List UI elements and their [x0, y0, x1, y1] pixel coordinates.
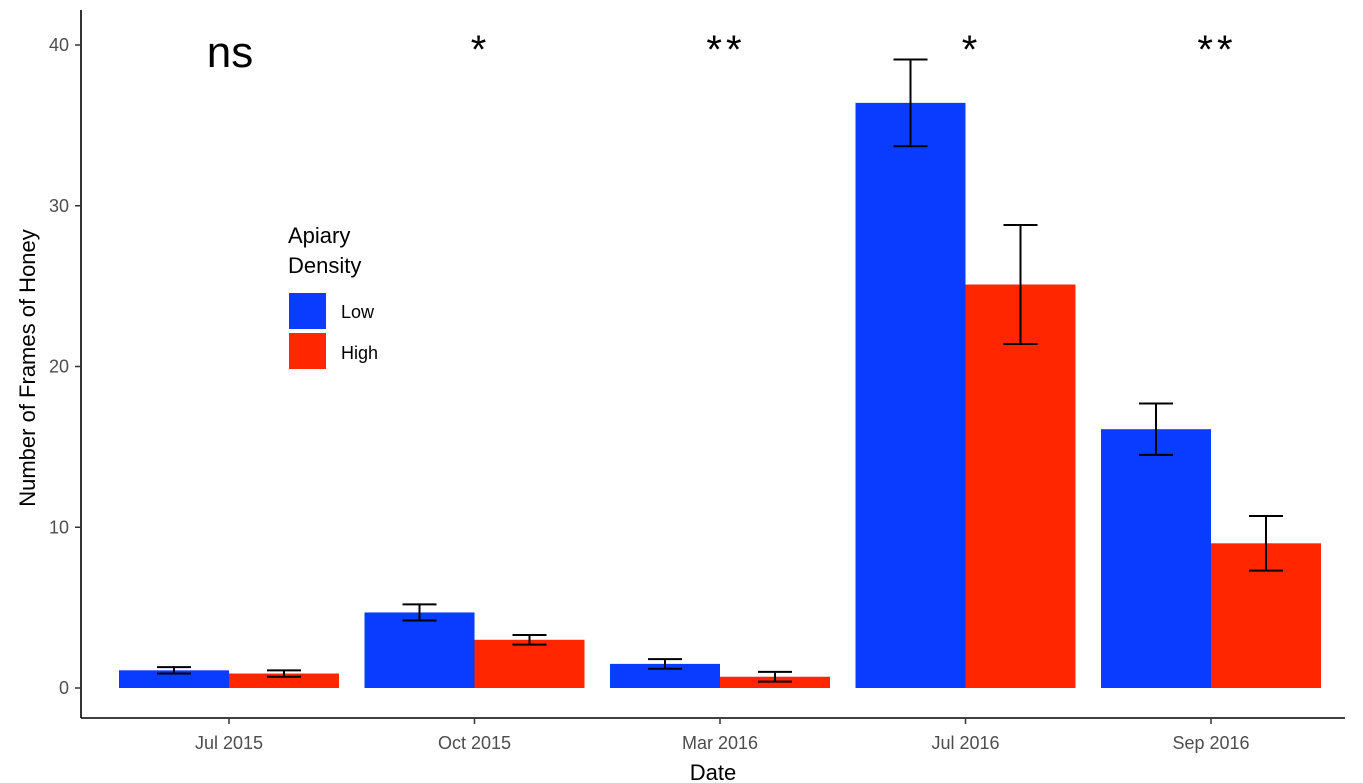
- legend-label-high: High: [341, 343, 378, 363]
- bar-high-jul-2015: [229, 673, 339, 688]
- x-tick-label-mar-2016: Mar 2016: [682, 733, 758, 753]
- bar-low-jul-2016: [855, 102, 966, 689]
- x-axis-ticks: Jul 2015 Oct 2015 Mar 2016 Jul 2016 Sep 2016: [195, 718, 1250, 753]
- error-bar-high-jul-2015: [267, 669, 301, 678]
- legend: Apiary Density Low High: [288, 223, 378, 369]
- significance-label-mar-2016: **: [706, 28, 745, 72]
- y-tick-label-0: 0: [59, 678, 69, 698]
- y-tick-label-20: 20: [49, 357, 69, 377]
- y-tick-label-40: 40: [49, 35, 69, 55]
- legend-key-high: [289, 333, 326, 369]
- error-bar-high-mar-2016: [758, 670, 792, 683]
- significance-label-jul-2015: ns: [207, 28, 253, 77]
- significance-annotations: ns * ** * **: [207, 28, 1236, 77]
- error-bar-low-jul-2016: [893, 58, 928, 148]
- y-axis-title: Number of Frames of Honey: [15, 229, 40, 507]
- y-tick-label-30: 30: [49, 196, 69, 216]
- legend-label-low: Low: [341, 302, 375, 322]
- error-bar-high-sep-2016: [1249, 514, 1283, 572]
- significance-label-oct-2015: *: [471, 28, 491, 72]
- plot-area: [119, 58, 1321, 689]
- x-tick-label-jul-2015: Jul 2015: [195, 733, 263, 753]
- x-tick-label-sep-2016: Sep 2016: [1172, 733, 1249, 753]
- x-tick-label-jul-2016: Jul 2016: [931, 733, 999, 753]
- error-bar-low-mar-2016: [648, 658, 682, 670]
- significance-label-jul-2016: *: [962, 28, 982, 72]
- bar-high-oct-2015: [474, 639, 585, 688]
- error-bar-low-jul-2015: [157, 666, 191, 675]
- significance-label-sep-2016: **: [1197, 28, 1236, 72]
- legend-title-line-1: Apiary: [288, 223, 350, 248]
- legend-title-line-2: Density: [288, 253, 361, 278]
- y-axis-ticks: 0 10 20 30 40: [49, 35, 81, 698]
- error-bar-high-jul-2016: [1003, 224, 1038, 345]
- error-bar-low-sep-2016: [1139, 402, 1173, 456]
- bar-high-jul-2016: [965, 284, 1076, 688]
- bar-low-sep-2016: [1101, 429, 1211, 688]
- bar-low-jul-2015: [119, 670, 229, 688]
- error-bar-low-oct-2015: [402, 603, 437, 622]
- bar-low-oct-2015: [364, 612, 475, 688]
- y-tick-label-10: 10: [49, 517, 69, 537]
- x-axis-title: Date: [690, 760, 736, 783]
- error-bar-high-oct-2015: [512, 633, 547, 646]
- x-tick-label-oct-2015: Oct 2015: [438, 733, 511, 753]
- legend-key-low: [289, 293, 326, 329]
